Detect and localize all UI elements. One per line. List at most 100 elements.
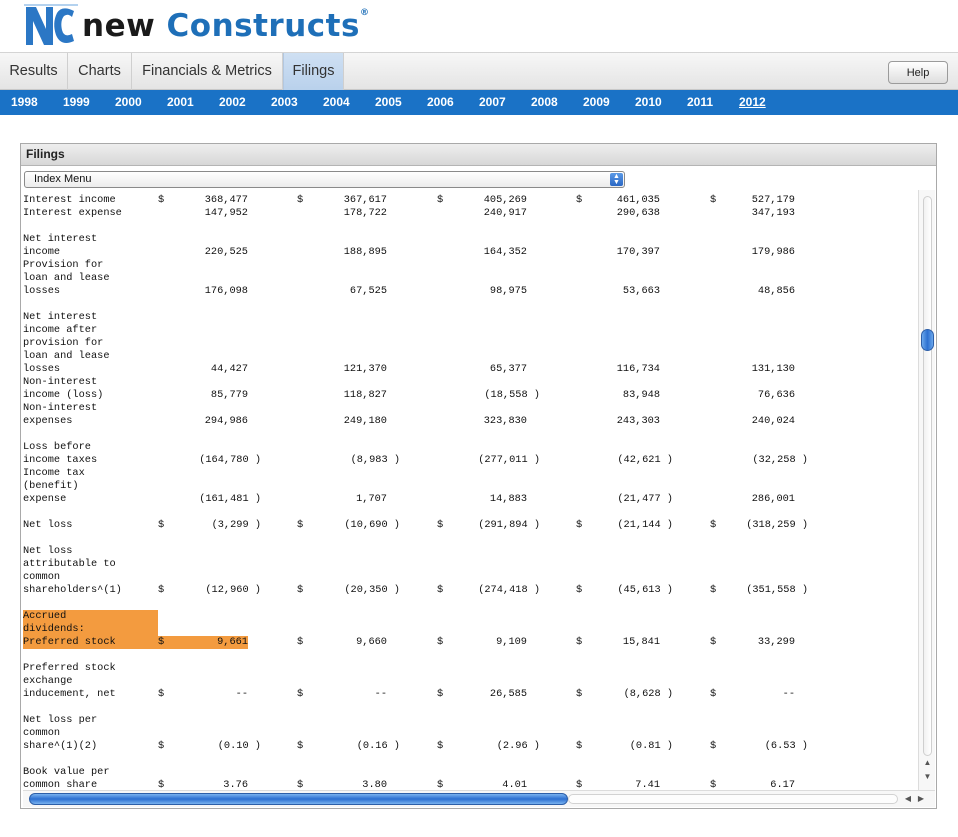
row-label: Net loss	[23, 519, 73, 531]
row-label: Interest income	[23, 194, 116, 206]
filing-row	[23, 701, 916, 714]
dollar-sign: $	[297, 688, 304, 700]
row-value: 240,024	[751, 415, 795, 427]
dollar-sign: $	[297, 519, 304, 531]
vertical-scroll-track[interactable]	[923, 196, 932, 756]
row-label: Non-interest	[23, 376, 98, 388]
tab-results[interactable]: Results	[0, 53, 68, 90]
year-link[interactable]: 2002	[219, 95, 246, 109]
select-arrows-icon: ▲ ▼	[610, 173, 623, 186]
row-label: Provision for	[23, 259, 104, 271]
row-value: (8,983 )	[350, 454, 400, 466]
tab-filings[interactable]: Filings	[283, 53, 344, 90]
filing-row: income taxes (164,780 ) (8,983 ) (277,011 )…	[23, 454, 916, 467]
filing-row	[23, 597, 916, 610]
row-value: 240,917	[483, 207, 527, 219]
dollar-sign: $	[576, 519, 583, 531]
row-value: (2.96 )	[496, 740, 540, 752]
row-value: (6.53 )	[764, 740, 808, 752]
year-link[interactable]: 2012	[739, 95, 766, 109]
filing-row: provision for	[23, 337, 916, 350]
row-value: 294,986	[204, 415, 248, 427]
row-value: (164,780 )	[199, 454, 261, 466]
index-menu-select[interactable]: Index Menu ▲ ▼	[24, 171, 625, 188]
year-link[interactable]: 2004	[323, 95, 350, 109]
row-label: income after	[23, 324, 98, 336]
dollar-sign: $	[437, 584, 444, 596]
filing-row: common share $3.76 $3.80 $4.01 $7.41 $6.17	[23, 779, 916, 790]
row-value: --	[374, 688, 387, 700]
scroll-up-icon[interactable]: ▲	[923, 758, 932, 767]
horizontal-scroll-thumb[interactable]	[29, 793, 568, 805]
row-value: 67,525	[349, 285, 387, 297]
horizontal-scroll-track[interactable]	[568, 794, 898, 804]
row-value: --	[235, 688, 248, 700]
row-value: 116,734	[616, 363, 660, 375]
filing-row: loan and lease	[23, 350, 916, 363]
row-value: (274,418 )	[478, 584, 540, 596]
row-value: (3,299 )	[211, 519, 261, 531]
row-label: exchange	[23, 675, 73, 687]
row-label: inducement, net	[23, 688, 116, 700]
year-link[interactable]: 2008	[531, 95, 558, 109]
row-value: (21,144 )	[617, 519, 673, 531]
filing-row: attributable to	[23, 558, 916, 571]
dollar-sign: $	[710, 519, 717, 531]
dollar-sign: $	[437, 779, 444, 790]
dollar-sign: $	[437, 740, 444, 752]
scroll-right-icon[interactable]: ▶	[917, 794, 925, 803]
row-label: Net loss per	[23, 714, 98, 726]
year-link[interactable]: 2007	[479, 95, 506, 109]
dollar-sign: $	[437, 636, 444, 648]
horizontal-scrollbar[interactable]: ◀ ▶	[23, 790, 935, 807]
year-link[interactable]: 2003	[271, 95, 298, 109]
row-value: 65,377	[489, 363, 527, 375]
row-value: 6.17	[770, 779, 795, 790]
filing-row: Non-interest	[23, 402, 916, 415]
row-label: Net interest	[23, 233, 98, 245]
year-link[interactable]: 2001	[167, 95, 194, 109]
year-link[interactable]: 1998	[11, 95, 38, 109]
row-value: 290,638	[616, 207, 660, 219]
filing-row: Net interest	[23, 311, 916, 324]
year-nav-bar: 1998 1999 2000 2001 2002 2003 2004 2005 2006 2007…	[0, 90, 958, 115]
year-link[interactable]: 1999	[63, 95, 90, 109]
filing-row: Non-interest	[23, 376, 916, 389]
row-label: Preferred stock	[23, 662, 116, 674]
row-value: 188,895	[343, 246, 387, 258]
dollar-sign: $	[437, 194, 444, 206]
year-link[interactable]: 2000	[115, 95, 142, 109]
row-value: (351,558 )	[746, 584, 808, 596]
row-value: 3.80	[362, 779, 387, 790]
filing-row: Provision for	[23, 259, 916, 272]
row-label: losses	[23, 363, 61, 375]
scroll-down-icon[interactable]: ▼	[923, 772, 932, 781]
help-button[interactable]: Help	[888, 61, 948, 84]
dollar-sign: $	[437, 519, 444, 531]
row-label: loan and lease	[23, 350, 110, 362]
year-link[interactable]: 2006	[427, 95, 454, 109]
filing-row: Income tax	[23, 467, 916, 480]
row-label: expense	[23, 493, 67, 505]
row-value: 4.01	[502, 779, 527, 790]
year-link[interactable]: 2010	[635, 95, 662, 109]
row-value: 48,856	[757, 285, 795, 297]
vertical-scroll-thumb[interactable]	[921, 329, 934, 351]
row-value: (45,613 )	[617, 584, 673, 596]
row-value: 220,525	[204, 246, 248, 258]
row-label: Loss before	[23, 441, 91, 453]
scroll-left-icon[interactable]: ◀	[904, 794, 912, 803]
filing-row	[23, 298, 916, 311]
row-label: Income tax	[23, 467, 85, 479]
brand-wordmark[interactable]: new Constructs®	[82, 8, 369, 44]
year-link[interactable]: 2011	[687, 95, 714, 109]
year-link[interactable]: 2005	[375, 95, 402, 109]
tab-charts[interactable]: Charts	[68, 53, 132, 90]
row-value: 367,617	[343, 194, 387, 206]
row-label: losses	[23, 285, 61, 297]
vertical-scrollbar[interactable]: ▲ ▼	[918, 190, 935, 790]
filing-row: shareholders^(1) $ (12,960 ) $ (20,350 ) $ (27…	[23, 584, 916, 597]
year-link[interactable]: 2009	[583, 95, 610, 109]
row-label: dividends:	[23, 623, 158, 636]
tab-financials-metrics[interactable]: Financials & Metrics	[132, 53, 283, 90]
